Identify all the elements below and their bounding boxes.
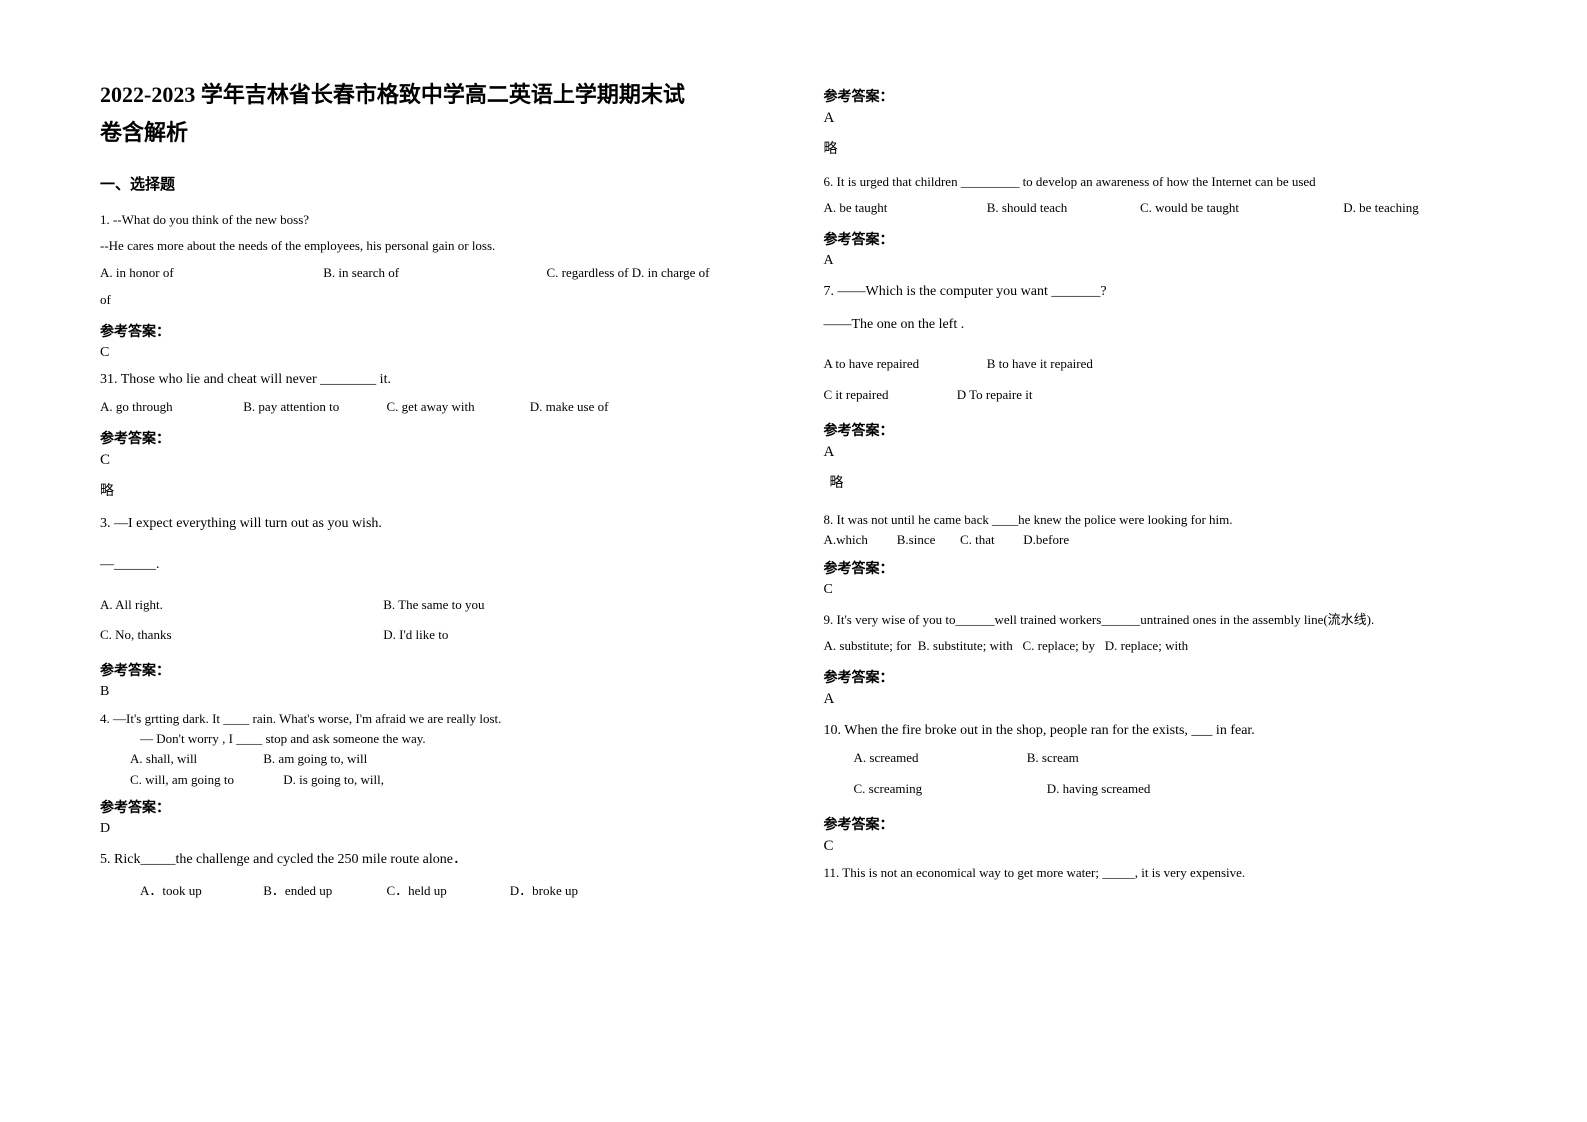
q8-opt-d: D.before bbox=[1023, 531, 1069, 549]
q6-line1: 6. It is urged that children _________ t… bbox=[824, 170, 1488, 195]
q5-opt-d: D．broke up bbox=[510, 879, 578, 904]
q4-options-row1: A. shall, will B. am going to, will bbox=[100, 750, 764, 768]
q3-answer: B bbox=[100, 684, 764, 700]
q3-opt-d: D. I'd like to bbox=[383, 623, 448, 648]
q9-answer: A bbox=[824, 691, 1488, 708]
answer-label: 参考答案： bbox=[100, 428, 764, 448]
answer-label: 参考答案： bbox=[824, 667, 1488, 687]
q6-opt-b: B. should teach bbox=[987, 196, 1137, 221]
q2-options: A. go through B. pay attention to C. get… bbox=[100, 395, 764, 420]
q4-opt-d: D. is going to, will, bbox=[283, 771, 384, 789]
q5-options: A．took up B．ended up C．held up D．broke u… bbox=[100, 879, 764, 904]
q10-answer: C bbox=[824, 838, 1488, 855]
q7-opt-c: C it repaired bbox=[824, 383, 954, 408]
q10-opt-a: A. screamed bbox=[854, 746, 1024, 771]
q4-line2: — Don't worry , I ____ stop and ask some… bbox=[100, 730, 764, 748]
q4-opt-a: A. shall, will bbox=[130, 750, 260, 768]
q4-line1: 4. —It's grtting dark. It ____ rain. Wha… bbox=[100, 710, 764, 728]
q2-omit: 略 bbox=[100, 479, 764, 506]
q6-opt-d: D. be teaching bbox=[1343, 196, 1418, 221]
q6-answer: A bbox=[824, 253, 1488, 269]
q8-line1: 8. It was not until he came back ____he … bbox=[824, 511, 1488, 529]
q1-opt-d: D. in charge of bbox=[632, 261, 710, 286]
q10-options-row1: A. screamed B. scream bbox=[824, 746, 1488, 771]
exam-title-line1: 2022-2023 学年吉林省长春市格致中学高二英语上学期期末试 bbox=[100, 80, 764, 111]
q10-opt-d: D. having screamed bbox=[1047, 777, 1151, 802]
q10-options-row2: C. screaming D. having screamed bbox=[824, 777, 1488, 802]
q4-answer: D bbox=[100, 821, 764, 837]
q2-opt-c: C. get away with bbox=[387, 395, 527, 420]
q1-line1: 1. --What do you think of the new boss? bbox=[100, 208, 764, 233]
q8-opt-b: B.since bbox=[897, 531, 957, 549]
q1-opt-c: C. regardless of bbox=[547, 261, 629, 286]
q6-options: A. be taught B. should teach C. would be… bbox=[824, 196, 1488, 221]
q7-line1: 7. ——Which is the computer you want ____… bbox=[824, 279, 1488, 306]
q8-answer: C bbox=[824, 582, 1488, 598]
q7-opt-a: A to have repaired bbox=[824, 352, 984, 377]
answer-label: 参考答案： bbox=[824, 86, 1488, 106]
q5-opt-a: A．took up bbox=[140, 879, 260, 904]
q1-opt-b: B. in search of bbox=[323, 261, 543, 286]
q4-options-row2: C. will, am going to D. is going to, wil… bbox=[100, 771, 764, 789]
q8-opt-a: A.which bbox=[824, 531, 894, 549]
answer-label: 参考答案： bbox=[824, 558, 1488, 578]
q10-opt-b: B. scream bbox=[1027, 746, 1079, 771]
q9-opt-a: A. substitute; for bbox=[824, 634, 912, 659]
answer-label: 参考答案： bbox=[100, 797, 764, 817]
answer-label: 参考答案： bbox=[824, 814, 1488, 834]
q9-opt-c: C. replace; by bbox=[1022, 634, 1095, 659]
q2-answer: C bbox=[100, 452, 764, 469]
q1-opt-a: A. in honor of bbox=[100, 261, 320, 286]
q2-line1: 31. Those who lie and cheat will never _… bbox=[100, 367, 764, 394]
q8-options: A.which B.since C. that D.before bbox=[824, 531, 1488, 549]
q3-opt-b: B. The same to you bbox=[383, 593, 484, 618]
right-column: 参考答案： A 略 6. It is urged that children _… bbox=[824, 80, 1488, 1082]
q5-omit: 略 bbox=[824, 137, 1488, 164]
q7-answer: A bbox=[824, 444, 1488, 461]
q7-options-row2: C it repaired D To repaire it bbox=[824, 383, 1488, 408]
q7-omit: 略 bbox=[824, 471, 1488, 498]
q3-opt-c: C. No, thanks bbox=[100, 623, 380, 648]
answer-label: 参考答案： bbox=[100, 660, 764, 680]
q4-opt-c: C. will, am going to bbox=[130, 771, 280, 789]
q3-line1: 3. —I expect everything will turn out as… bbox=[100, 511, 764, 538]
q2-opt-b: B. pay attention to bbox=[243, 395, 383, 420]
q10-line1: 10. When the fire broke out in the shop,… bbox=[824, 718, 1488, 745]
q1-line2: --He cares more about the needs of the e… bbox=[100, 234, 764, 259]
q1-options-row1: A. in honor of B. in search of C. regard… bbox=[100, 261, 764, 286]
q2-opt-a: A. go through bbox=[100, 395, 240, 420]
q9-line1: 9. It's very wise of you to______well tr… bbox=[824, 608, 1488, 633]
q3-opt-a: A. All right. bbox=[100, 593, 380, 618]
q3-line2: —______. bbox=[100, 552, 764, 579]
q5-line1: 5. Rick_____the challenge and cycled the… bbox=[100, 847, 764, 874]
q3-options-row1: A. All right. B. The same to you bbox=[100, 593, 764, 618]
q10-opt-c: C. screaming bbox=[854, 777, 1044, 802]
section-heading: 一、选择题 bbox=[100, 173, 764, 194]
q3-options-row2: C. No, thanks D. I'd like to bbox=[100, 623, 764, 648]
q5-opt-c: C．held up bbox=[387, 879, 507, 904]
q4-opt-b: B. am going to, will bbox=[263, 750, 367, 768]
q9-opt-d: D. replace; with bbox=[1105, 634, 1188, 659]
q7-opt-b: B to have it repaired bbox=[987, 352, 1093, 377]
q6-opt-c: C. would be taught bbox=[1140, 196, 1340, 221]
q2-opt-d: D. make use of bbox=[530, 395, 609, 420]
q7-line2: ——The one on the left . bbox=[824, 312, 1488, 339]
q9-opt-b: B. substitute; with bbox=[918, 634, 1013, 659]
q1-options-row2: of bbox=[100, 288, 764, 313]
q6-opt-a: A. be taught bbox=[824, 196, 984, 221]
q11-line1: 11. This is not an economical way to get… bbox=[824, 861, 1488, 886]
q8-opt-c: C. that bbox=[960, 531, 1020, 549]
left-column: 2022-2023 学年吉林省长春市格致中学高二英语上学期期末试 卷含解析 一、… bbox=[100, 80, 764, 1082]
answer-label: 参考答案： bbox=[100, 321, 764, 341]
q9-options: A. substitute; for B. substitute; with C… bbox=[824, 634, 1488, 659]
answer-label: 参考答案： bbox=[824, 229, 1488, 249]
q5-answer: A bbox=[824, 110, 1488, 127]
q7-opt-d: D To repaire it bbox=[957, 383, 1033, 408]
q1-answer: C bbox=[100, 345, 764, 361]
q7-options-row1: A to have repaired B to have it repaired bbox=[824, 352, 1488, 377]
exam-title-line2: 卷含解析 bbox=[100, 115, 764, 147]
answer-label: 参考答案： bbox=[824, 420, 1488, 440]
q5-opt-b: B．ended up bbox=[263, 879, 383, 904]
